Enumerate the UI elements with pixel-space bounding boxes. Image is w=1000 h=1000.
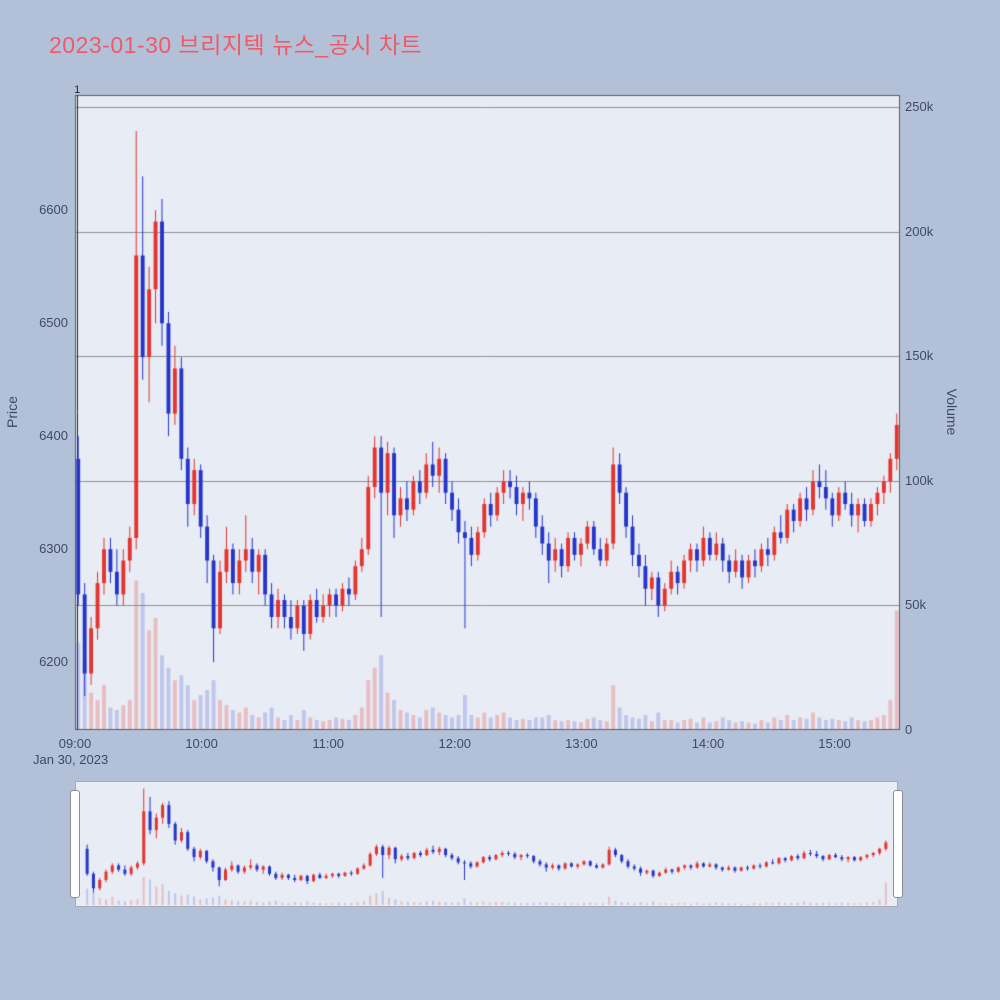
rangeslider-right-handle[interactable] (893, 790, 903, 898)
main-plot-area[interactable] (75, 95, 900, 730)
rangeslider-area[interactable] (75, 781, 898, 907)
rangeslider-left-handle[interactable] (70, 790, 80, 898)
